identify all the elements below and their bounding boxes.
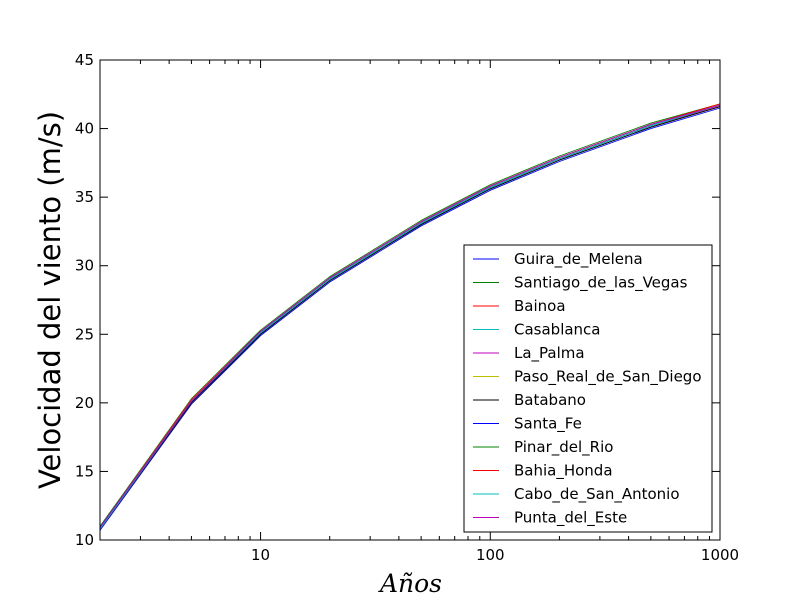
x-axis-title: Años — [378, 569, 442, 598]
y-axis-title: Velocidad del viento (m/s) — [33, 111, 67, 489]
legend-label: Bahia_Honda — [514, 462, 613, 481]
legend-box — [463, 244, 713, 533]
legend: Guira_de_Melena Santiago_de_las_Vegas Bain… — [463, 244, 713, 533]
series-line-batabano — [99, 106, 721, 530]
y-tick-label: 25 — [75, 325, 94, 343]
legend-label: Casablanca — [514, 321, 601, 339]
legend-label: Bainoa — [514, 297, 566, 315]
y-tick-label: 40 — [75, 120, 94, 138]
y-tick-label: 20 — [75, 394, 94, 412]
legend-label: Batabano — [514, 391, 586, 409]
series-layer — [99, 103, 721, 531]
x-tick-label: 10 — [251, 546, 270, 564]
series-line-guira-de-melena — [99, 107, 721, 531]
legend-label: La_Palma — [514, 344, 585, 363]
y-tick-label: 30 — [75, 257, 94, 275]
legend-label: Paso_Real_de_San_Diego — [514, 368, 702, 387]
series-line-punta-del-este — [99, 104, 721, 528]
legend-label: Santa_Fe — [514, 415, 582, 434]
legend-label: Guira_de_Melena — [514, 250, 643, 269]
series-line-pinar-del-rio — [99, 103, 721, 527]
legend-label: Punta_del_Este — [514, 509, 627, 528]
x-tick-label: 1000 — [701, 546, 739, 564]
x-tick-label: 100 — [476, 546, 505, 564]
legend-label: Santiago_de_las_Vegas — [514, 274, 688, 293]
y-tick-label: 35 — [75, 188, 94, 206]
plot-frame — [99, 59, 721, 541]
y-tick-label: 15 — [75, 462, 94, 480]
ticks-layer: 10 15 20 25 30 35 40 45 10 100 1000 — [75, 51, 739, 564]
legend-label: Cabo_de_San_Antonio — [514, 485, 680, 504]
y-tick-label: 45 — [75, 51, 94, 69]
legend-label: Pinar_del_Rio — [514, 438, 613, 457]
series-line-cabo-de-san-antonio — [99, 104, 721, 530]
y-tick-label: 10 — [75, 531, 94, 549]
